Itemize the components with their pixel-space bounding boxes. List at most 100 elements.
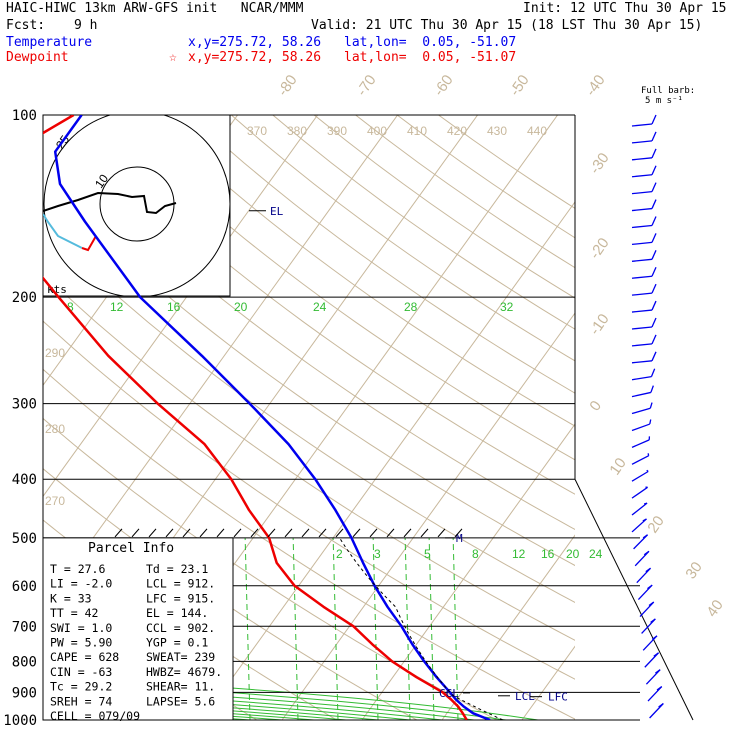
hatch-mark (420, 528, 429, 538)
wind-barb-flag (643, 502, 648, 505)
wind-barb-flag (651, 182, 657, 192)
theta-e-label: 28 (404, 300, 418, 314)
wind-barb-flag (658, 702, 664, 708)
mixing-ratio-line (292, 537, 299, 720)
pressure-tick-label: 200 (12, 290, 37, 306)
hatch-mark (335, 528, 344, 538)
isotherm-tick-label: -80 (274, 72, 300, 100)
isotherm-tick-label: 10 (606, 455, 629, 478)
mixing-ratio-label: 24 (589, 547, 603, 561)
hodograph-surface-trace (81, 235, 97, 252)
parcel-info-row-left: K = 33 (50, 591, 92, 605)
mixing-ratio-line (404, 537, 411, 720)
isotherm-line (441, 534, 575, 720)
parcel-info-row-left: CIN = -63 (50, 665, 112, 679)
hatch-mark (131, 528, 140, 538)
wind-barb-staff (631, 486, 648, 499)
wind-barb-flag (651, 635, 658, 640)
hatch-mark (216, 528, 225, 538)
wind-barb-staff (631, 518, 647, 533)
isotherm-tick-label: -30 (586, 150, 612, 178)
wind-barb-flag (651, 250, 657, 260)
hatch-mark (284, 528, 293, 538)
dry-adiabat-line (65, 115, 575, 495)
isotherm-line (281, 312, 575, 720)
isotherm-tick-label: -20 (586, 235, 612, 263)
mixing-ratio-line (428, 537, 435, 720)
theta-label: 440 (527, 124, 547, 138)
dry-adiabat-line (43, 180, 575, 567)
dry-adiabat-line (43, 226, 575, 603)
isotherm-tick-label: -50 (506, 72, 532, 100)
mixing-ratio-label: 3 (374, 547, 381, 561)
wind-barb-staff (631, 207, 653, 212)
dewpoint-latlon: lat,lon= 0.05, -51.07 (344, 50, 517, 65)
wind-barb-flag (651, 266, 657, 277)
pressure-tick-label: 1000 (3, 713, 37, 729)
wind-barb-staff (631, 224, 653, 229)
wind-barb-staff (631, 191, 653, 195)
wind-barb-flag (651, 165, 657, 176)
wind-barb-staff (631, 292, 653, 296)
wind-barb-flag (651, 148, 657, 159)
isotherm-tick-label: -40 (582, 72, 608, 100)
theta-label: 270 (45, 494, 65, 508)
wind-barb-flag (647, 584, 653, 590)
dry-adiabat-line (148, 115, 575, 427)
pressure-tick-label: 800 (12, 654, 37, 670)
dry-adiabat-line (189, 115, 575, 394)
parcel-info-row-right: SHEAR= 11. (146, 680, 215, 694)
wind-barb-staff (631, 439, 650, 448)
wind-barb-flag (645, 567, 651, 573)
barb-legend-units: 5 m s⁻¹ (645, 96, 683, 106)
wind-barb-flag (656, 686, 663, 691)
pressure-tick-label: 900 (12, 685, 37, 701)
dry-adiabat-line (43, 134, 575, 531)
wind-barb-flag (643, 550, 650, 556)
wind-barb-flag (647, 453, 650, 456)
theta-e-label: 20 (234, 300, 248, 314)
mixing-ratio-label: 16 (541, 547, 555, 561)
parcel-level-label: LCL (515, 690, 535, 703)
isotherm-tick-label: -70 (353, 72, 379, 100)
hodograph-low-trace (43, 213, 83, 249)
theta-label: 430 (487, 124, 507, 138)
dry-adiabat-line (230, 115, 575, 362)
isotherm-line (602, 115, 740, 720)
isotherm-line (682, 115, 740, 720)
parcel-info-row-right: EL = 144. (146, 606, 208, 620)
parcel-info-row-right: LAPSE= 5.6 (146, 694, 215, 708)
wind-barb-staff (631, 391, 652, 398)
parcel-info-row-left: LI = -2.0 (50, 577, 112, 591)
wind-barb-staff (631, 360, 653, 364)
dewpoint-profile-line (43, 115, 468, 720)
dry-adiabat-line (43, 320, 575, 680)
wind-barb-staff (631, 241, 653, 246)
wind-barb-staff (631, 123, 653, 127)
wind-barb-flag (651, 300, 657, 311)
parcel-level-label: EL (270, 205, 284, 218)
theta-label: 380 (287, 124, 307, 138)
isotherm-line (43, 115, 399, 609)
parcel-info-row-right: CCL = 902. (146, 621, 215, 635)
wind-barb-staff (631, 455, 649, 465)
theta-label: 400 (367, 124, 387, 138)
wind-barb-flag (650, 368, 656, 377)
wind-barb-staff (631, 258, 653, 262)
parcel-info-row-left: PW = 5.90 (50, 636, 112, 650)
wind-barb-flag (649, 419, 652, 425)
parcel-level-label: LFC (548, 691, 568, 704)
mixing-ratio-label: 5 (424, 547, 431, 561)
hatch-mark (403, 528, 412, 538)
mixing-ratio-label: 12 (512, 547, 526, 561)
wind-barb-staff (631, 423, 651, 432)
wind-barb-flag (650, 618, 656, 623)
wind-barb-flag (651, 131, 657, 142)
wind-barb-staff (631, 275, 653, 279)
theta-e-label: 12 (110, 300, 124, 314)
hodograph-units: kts (47, 283, 67, 296)
dewpoint-xy: x,y=275.72, 58.26 (188, 50, 322, 65)
wind-barb-flag (651, 334, 657, 345)
right-axis-diagonal (574, 479, 694, 721)
